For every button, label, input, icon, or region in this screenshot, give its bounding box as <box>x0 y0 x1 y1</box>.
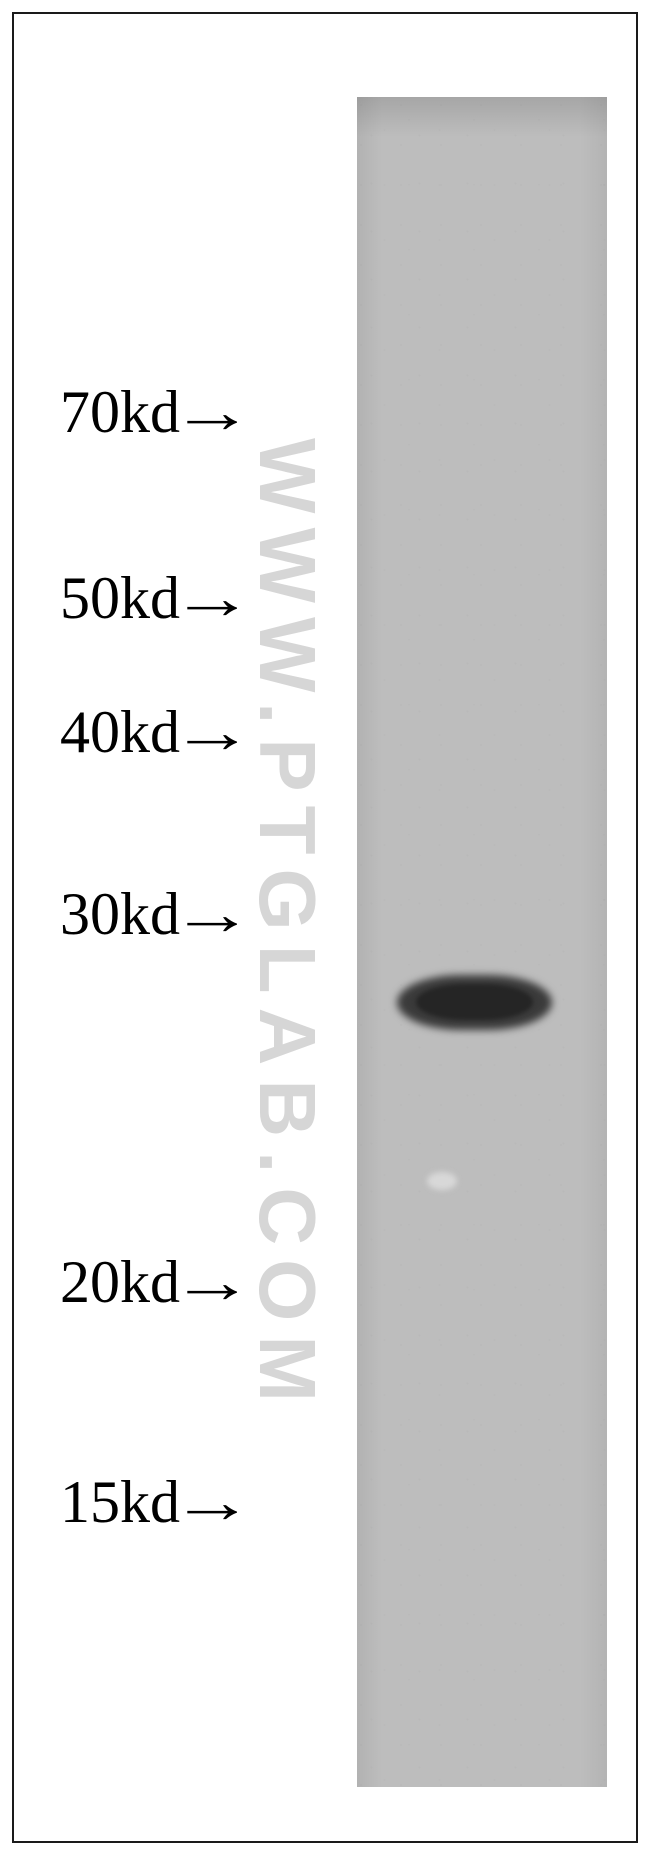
arrow-right-icon: → <box>170 568 254 628</box>
mw-marker-label: 70kd <box>60 382 180 442</box>
figure-frame: WWW.PTGLAB.COM 70kd→50kd→40kd→30kd→20kd→… <box>12 12 638 1843</box>
mw-marker: 70kd→ <box>60 382 242 442</box>
mw-marker-label: 30kd <box>60 884 180 944</box>
membrane-artifact <box>427 1172 457 1190</box>
arrow-right-icon: → <box>170 382 254 442</box>
mw-marker: 15kd→ <box>60 1472 242 1532</box>
arrow-right-icon: → <box>170 1472 254 1532</box>
mw-marker-label: 20kd <box>60 1252 180 1312</box>
mw-marker-label: 40kd <box>60 702 180 762</box>
mw-marker: 20kd→ <box>60 1252 242 1312</box>
mw-marker-label: 50kd <box>60 568 180 628</box>
arrow-right-icon: → <box>170 1252 254 1312</box>
mw-marker: 40kd→ <box>60 702 242 762</box>
lane-left-shadow <box>357 97 382 1787</box>
mw-marker-label: 15kd <box>60 1472 180 1532</box>
protein-band-core <box>416 984 534 1019</box>
mw-marker: 30kd→ <box>60 884 242 944</box>
arrow-right-icon: → <box>170 884 254 944</box>
mw-marker: 50kd→ <box>60 568 242 628</box>
lane-right-shadow <box>579 97 607 1787</box>
blot-lane <box>357 97 607 1787</box>
watermark-text: WWW.PTGLAB.COM <box>241 438 333 1416</box>
lane-top-shadow <box>357 97 607 137</box>
arrow-right-icon: → <box>170 702 254 762</box>
